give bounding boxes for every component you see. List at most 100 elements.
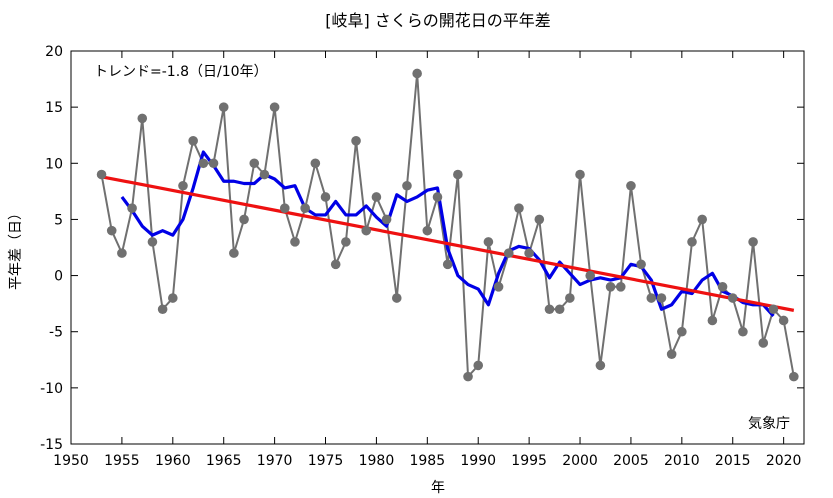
annual-point	[259, 169, 270, 180]
trend-annotation: トレンド=-1.8（日/10年）	[94, 64, 268, 80]
annual-point	[514, 203, 524, 213]
annual-point	[106, 225, 117, 236]
plot-lines	[100, 72, 795, 378]
annual-point	[666, 349, 677, 359]
annual-point	[565, 293, 575, 303]
annual-point	[361, 225, 372, 236]
annual-point	[636, 259, 646, 270]
annual-point	[178, 180, 188, 191]
y-tick-label: 15	[45, 100, 63, 116]
x-tick-label: 2020	[766, 453, 802, 469]
x-tick-label: 1975	[308, 453, 344, 469]
annual-series-line	[100, 72, 795, 378]
trend-line	[101, 175, 795, 312]
annual-point	[605, 282, 616, 292]
y-tick-label: -5	[49, 325, 63, 341]
y-tick-label: -15	[40, 437, 63, 453]
annual-point	[218, 102, 229, 112]
x-tick-label: 1955	[104, 453, 140, 469]
x-tick-label: 1980	[359, 453, 395, 469]
annual-point	[453, 169, 463, 180]
annual-point	[300, 203, 310, 213]
annual-point	[351, 136, 361, 146]
source-credit: 気象庁	[748, 416, 790, 432]
annual-point	[381, 214, 392, 225]
annual-point	[697, 214, 707, 225]
x-tick-label: 1990	[460, 453, 496, 469]
annual-point	[463, 371, 473, 382]
annual-point	[554, 304, 565, 315]
annual-point	[748, 237, 758, 247]
y-tick-label: -10	[40, 381, 63, 397]
x-tick-label: 1950	[53, 453, 89, 469]
annual-point	[422, 225, 433, 236]
annual-point	[758, 338, 769, 348]
x-tick-label: 1970	[257, 453, 293, 469]
annual-point	[483, 237, 494, 247]
annual-point	[239, 214, 249, 225]
annual-point	[208, 158, 219, 169]
annual-point	[575, 169, 585, 180]
annual-point	[330, 259, 341, 270]
annual-point	[198, 158, 209, 169]
annual-point	[320, 192, 331, 202]
annual-point	[341, 237, 351, 247]
annual-point	[402, 180, 412, 191]
annual-point	[157, 304, 168, 315]
y-axis-title: 平年差（日）	[8, 206, 24, 290]
annual-point	[279, 203, 290, 213]
annual-point	[595, 360, 606, 371]
annual-point	[229, 248, 239, 258]
y-tick-label: 0	[54, 269, 63, 285]
annual-point	[707, 315, 718, 326]
annual-point	[493, 282, 504, 292]
annual-point	[249, 158, 260, 169]
annual-point	[503, 248, 514, 258]
annual-point	[371, 192, 382, 202]
annual-point	[137, 113, 148, 124]
annual-point	[585, 270, 596, 281]
annual-point	[412, 68, 422, 79]
x-tick-label: 2005	[613, 453, 649, 469]
x-tick-label: 2010	[664, 453, 700, 469]
annual-point	[687, 237, 697, 247]
annual-point	[768, 304, 779, 315]
x-tick-label: 1985	[409, 453, 445, 469]
y-axis: -15 -10 -5 0 5 10 15 20	[40, 44, 804, 453]
x-axis-title: 年	[431, 480, 445, 496]
annual-point	[524, 248, 534, 258]
annual-point	[442, 259, 453, 270]
annual-point	[544, 304, 555, 315]
y-tick-label: 10	[45, 156, 63, 172]
annual-point	[646, 293, 657, 303]
plot-frame	[70, 50, 805, 445]
x-tick-label: 1965	[206, 453, 242, 469]
x-tick-label: 2015	[715, 453, 751, 469]
plot-points	[96, 68, 799, 382]
annual-point	[727, 293, 738, 303]
annual-point	[778, 315, 789, 326]
annual-point	[127, 203, 137, 213]
annual-point	[738, 326, 748, 337]
annual-point	[626, 180, 636, 191]
annual-point	[269, 102, 280, 112]
y-tick-label: 20	[45, 44, 63, 60]
annual-point	[117, 248, 127, 258]
x-tick-label: 1960	[155, 453, 191, 469]
y-tick-label: 5	[54, 212, 63, 228]
annual-point	[290, 237, 300, 247]
annual-point	[656, 293, 667, 303]
x-axis: 1950 1955 1960 1965 1970 1975 1980 1985 1990 1995…	[53, 51, 801, 469]
annual-point	[96, 169, 107, 180]
annual-point	[391, 293, 402, 303]
x-tick-label: 1995	[511, 453, 547, 469]
annual-point	[432, 192, 443, 202]
annual-point	[188, 136, 198, 146]
annual-point	[615, 282, 626, 292]
annual-point	[168, 293, 178, 303]
annual-point	[310, 158, 321, 169]
annual-point	[717, 282, 728, 292]
annual-point	[534, 214, 545, 225]
annual-point	[677, 326, 687, 337]
